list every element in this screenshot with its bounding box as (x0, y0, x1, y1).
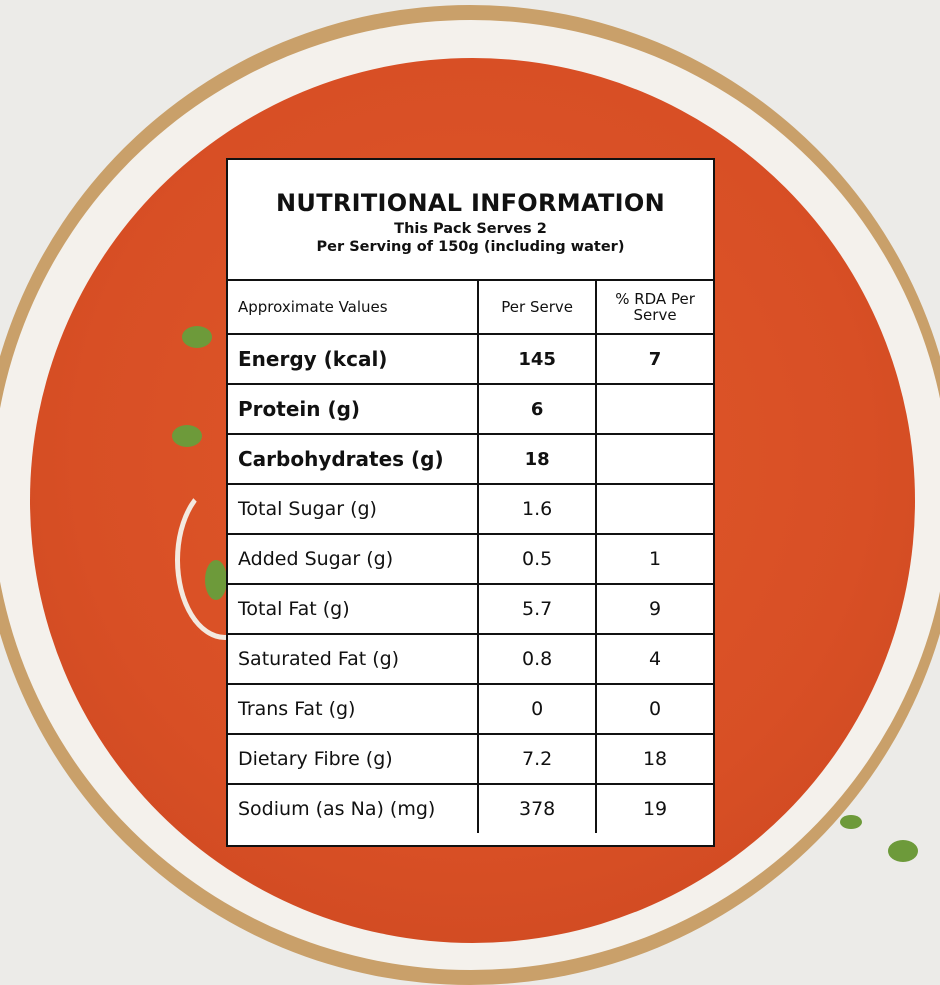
nutrient-name: Trans Fat (g) (228, 683, 480, 735)
rda-value: 18 (595, 733, 713, 785)
per-serve-value: 7.2 (477, 733, 598, 785)
table-row: Trans Fat (g) 0 0 (228, 683, 713, 735)
nutrient-name: Carbohydrates (g) (228, 433, 480, 485)
rda-value (595, 483, 713, 535)
label-title: NUTRITIONAL INFORMATION (276, 189, 665, 217)
nutrition-label: NUTRITIONAL INFORMATION This Pack Serves… (226, 158, 715, 847)
table-row: Energy (kcal) 145 7 (228, 333, 713, 385)
table-row: Dietary Fibre (g) 7.2 18 (228, 733, 713, 785)
table-row: Added Sugar (g) 0.5 1 (228, 533, 713, 585)
herb-leaf (172, 425, 202, 447)
rda-value (595, 433, 713, 485)
table-row: Total Fat (g) 5.7 9 (228, 583, 713, 635)
nutrient-name: Added Sugar (g) (228, 533, 480, 585)
table-header-row: Approximate Values Per Serve % RDA Per S… (228, 281, 713, 335)
column-header: % RDA Per Serve (595, 281, 713, 335)
rda-value: 0 (595, 683, 713, 735)
nutrient-name: Energy (kcal) (228, 333, 480, 385)
per-serve-value: 6 (477, 383, 598, 435)
label-header: NUTRITIONAL INFORMATION This Pack Serves… (228, 160, 713, 281)
nutrient-name: Protein (g) (228, 383, 480, 435)
per-serve-value: 378 (477, 783, 598, 833)
cream-swirl (175, 480, 275, 640)
nutrient-name: Sodium (as Na) (mg) (228, 783, 480, 833)
per-serve-value: 0.5 (477, 533, 598, 585)
table-row: Sodium (as Na) (mg) 378 19 (228, 783, 713, 833)
per-serve-value: 5.7 (477, 583, 598, 635)
rda-value: 7 (595, 333, 713, 385)
per-serve-value: 0 (477, 683, 598, 735)
column-header: Per Serve (477, 281, 598, 335)
herb-leaf (840, 815, 862, 829)
per-serve-value: 145 (477, 333, 598, 385)
per-serve-value: 1.6 (477, 483, 598, 535)
nutrient-name: Saturated Fat (g) (228, 633, 480, 685)
rda-value: 1 (595, 533, 713, 585)
rda-value: 9 (595, 583, 713, 635)
table-row: Saturated Fat (g) 0.8 4 (228, 633, 713, 685)
table-row: Carbohydrates (g) 18 (228, 433, 713, 485)
nutrition-table: Approximate Values Per Serve % RDA Per S… (228, 281, 713, 833)
table-row: Protein (g) 6 (228, 383, 713, 435)
table-row: Total Sugar (g) 1.6 (228, 483, 713, 535)
nutrient-name: Dietary Fibre (g) (228, 733, 480, 785)
nutrient-name: Total Fat (g) (228, 583, 480, 635)
serving-size: Per Serving of 150g (including water) (316, 239, 625, 255)
herb-leaf (205, 560, 227, 600)
rda-value: 19 (595, 783, 713, 833)
pack-serves: This Pack Serves 2 (394, 221, 547, 237)
column-header: Approximate Values (228, 281, 480, 335)
rda-value (595, 383, 713, 435)
herb-leaf (182, 326, 212, 348)
herb-leaf (888, 840, 918, 862)
rda-value: 4 (595, 633, 713, 685)
per-serve-value: 18 (477, 433, 598, 485)
nutrient-name: Total Sugar (g) (228, 483, 480, 535)
per-serve-value: 0.8 (477, 633, 598, 685)
